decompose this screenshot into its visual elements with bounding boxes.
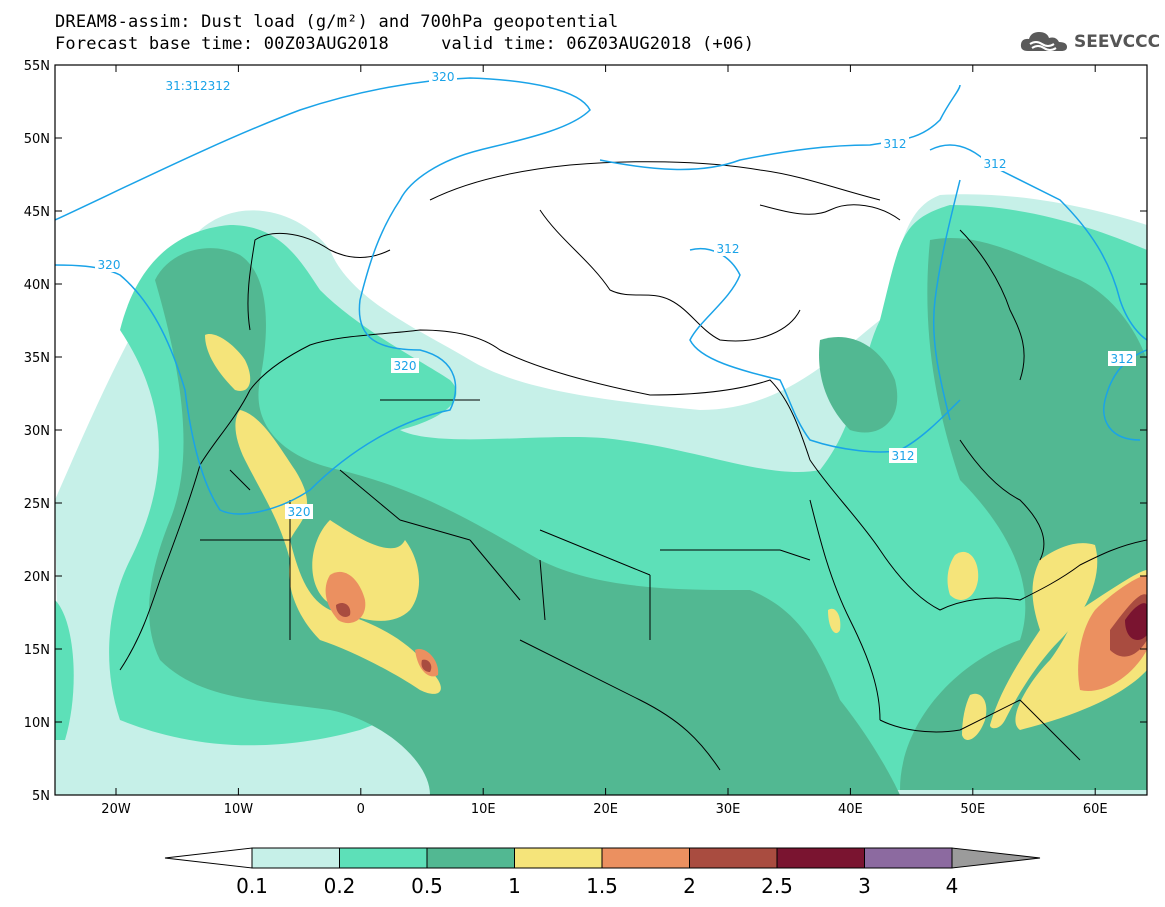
lon-tick-label: 60E: [1083, 802, 1108, 817]
colorbar-swatch: [776, 847, 865, 869]
colorbar-label: 0.2: [324, 874, 356, 898]
lat-tick-label: 10N: [24, 716, 50, 731]
colorbar-label: 0.1: [236, 874, 268, 898]
lon-tick-label: 40E: [838, 802, 863, 817]
colorbar: 0.1 0.2 0.5 1 1.5 2 2.5 3 4: [164, 847, 1041, 898]
lat-tick-label: 50N: [24, 132, 50, 147]
lon-tick-label: 30E: [716, 802, 741, 817]
colorbar-label: 2.5: [761, 874, 793, 898]
lon-tick-label: 50E: [960, 802, 985, 817]
lon-tick-label: 10W: [224, 802, 254, 817]
brand-name: SEEVCCC: [1074, 32, 1161, 52]
map-title: DREAM8-assim: Dust load (g/m²) and 700hP…: [55, 12, 619, 32]
lon-tick-label: 10E: [471, 802, 496, 817]
contour-label: 320: [98, 258, 121, 272]
latitude-axis: 55N 50N 45N 40N 35N 30N 25N 20N 15N 10N 5N: [24, 59, 1147, 804]
contour-label: 312: [717, 242, 740, 256]
lat-tick-label: 45N: [24, 205, 50, 220]
lat-tick-label: 5N: [32, 789, 50, 804]
lat-tick-label: 15N: [24, 643, 50, 658]
lon-tick-label: 20W: [101, 802, 131, 817]
lat-tick-label: 35N: [24, 351, 50, 366]
colorbar-swatch: [251, 847, 340, 869]
lat-tick-label: 25N: [24, 497, 50, 512]
contour-label: 312: [884, 137, 907, 151]
contour-label: 31:312312: [165, 79, 230, 93]
colorbar-overflow-triangle: [951, 847, 1041, 869]
colorbar-label: 2: [683, 874, 696, 898]
lat-tick-label: 30N: [24, 424, 50, 439]
contour-labels: 320 320 320 320 312 312 312 312 312 31:312312: [95, 69, 1136, 519]
cloud-icon: [1020, 32, 1067, 51]
contour-label: 320: [432, 70, 455, 84]
contour-label: 320: [394, 359, 417, 373]
colorbar-label: 1: [508, 874, 521, 898]
colorbar-swatch: [339, 847, 428, 869]
brand-logo: SEEVCCC: [1018, 28, 1160, 56]
colorbar-swatch: [514, 847, 603, 869]
contour-label: 312: [1111, 352, 1134, 366]
contour-label: 312: [892, 449, 915, 463]
lat-tick-label: 55N: [24, 59, 50, 74]
lon-tick-label: 20E: [593, 802, 618, 817]
longitude-axis: 20W 10W 0 10E 20E 30E 40E 50E 60E: [101, 65, 1108, 817]
dust-band-2-5: [1125, 603, 1147, 640]
colorbar-label: 4: [946, 874, 959, 898]
contour-label: 320: [288, 505, 311, 519]
lat-tick-label: 40N: [24, 278, 50, 293]
colorbar-swatch: [689, 847, 778, 869]
colorbar-label: 1.5: [586, 874, 618, 898]
colorbar-label: 3: [858, 874, 871, 898]
colorbar-label: 0.5: [411, 874, 443, 898]
colorbar-swatch: [864, 847, 953, 869]
dust-load-field: [55, 65, 1147, 795]
lon-tick-label: 0: [357, 802, 365, 817]
colorbar-underflow-triangle: [164, 847, 253, 869]
contour-label: 312: [984, 157, 1007, 171]
colorbar-swatch: [601, 847, 690, 869]
map-subtitle: Forecast base time: 00Z03AUG2018 valid t…: [55, 34, 755, 54]
lat-tick-label: 20N: [24, 570, 50, 585]
coastlines: [119, 161, 1147, 771]
colorbar-swatch: [426, 847, 515, 869]
